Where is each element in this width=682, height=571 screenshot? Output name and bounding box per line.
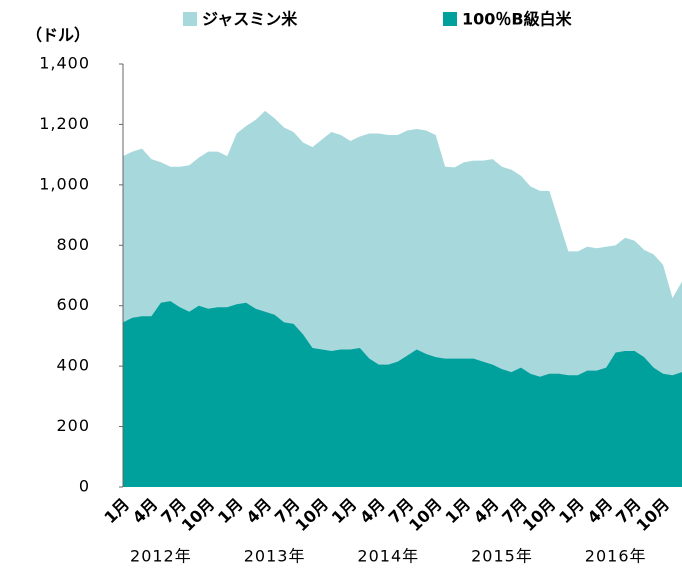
year-label: 2014年 (357, 547, 419, 566)
x-tick-label: 10月 (519, 495, 560, 536)
x-tick-label: 1月 (441, 495, 474, 528)
year-label: 2013年 (244, 547, 306, 566)
x-tick-label: 10月 (633, 495, 674, 536)
y-tick-label: 1,000 (39, 174, 90, 193)
x-tick-label: 10月 (291, 495, 332, 536)
legend-label: ジャスミン米 (202, 10, 298, 29)
year-label: 2012年 (130, 547, 192, 566)
legend-label: 100％B級白米 (462, 10, 573, 29)
year-label: 2016年 (585, 547, 647, 566)
y-tick-label: 0 (79, 477, 90, 496)
x-tick-label: 4月 (584, 495, 617, 528)
x-tick-label: 4月 (129, 495, 162, 528)
x-tick-label: 4月 (356, 495, 389, 528)
y-tick-label: 1,200 (39, 114, 90, 133)
legend-swatch (443, 12, 457, 26)
x-tick-label: 1月 (328, 495, 361, 528)
x-tick-label: 10月 (405, 495, 446, 536)
y-axis-label: （ドル） (26, 26, 90, 45)
x-tick-label: 4月 (470, 495, 503, 528)
y-tick-label: 800 (56, 235, 90, 254)
y-tick-label: 600 (56, 295, 90, 314)
y-tick-label: 400 (56, 356, 90, 375)
x-tick-label: 10月 (178, 495, 219, 536)
legend-swatch (183, 12, 197, 26)
area (123, 301, 682, 487)
y-tick-label: 200 (56, 416, 90, 435)
x-tick-label: 1月 (555, 495, 588, 528)
x-tick-label: 1月 (100, 495, 133, 528)
year-label: 2015年 (471, 547, 533, 566)
x-tick-label: 4月 (243, 495, 276, 528)
y-tick-label: 1,400 (39, 54, 90, 73)
x-tick-label: 1月 (214, 495, 247, 528)
